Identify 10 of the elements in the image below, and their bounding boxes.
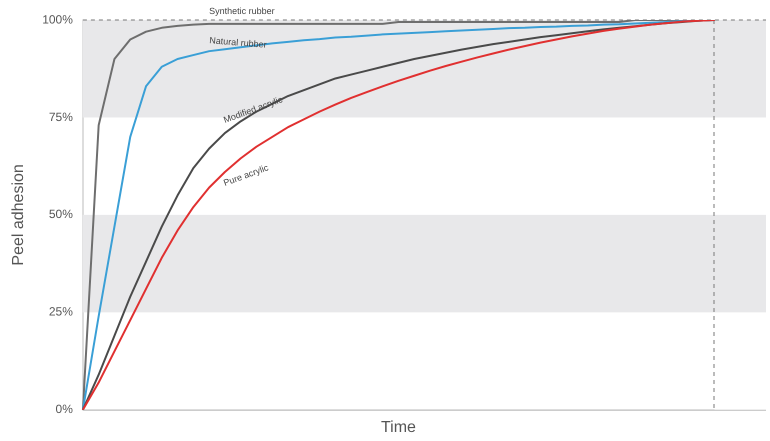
text: Pure acrylic: [222, 162, 270, 188]
y-tick-label: 0%: [56, 402, 74, 416]
y-tick-label: 75%: [48, 110, 74, 124]
y-tick-label: 25%: [48, 304, 74, 319]
y-tick-label: 100%: [42, 12, 74, 26]
series-label: Synthetic rubber: [209, 6, 275, 16]
x-axis-title: Time: [380, 418, 416, 436]
series-label: Natural rubber: [208, 35, 268, 50]
y-axis-title: Peel adhesion: [10, 164, 28, 266]
y-tick-label: 50%: [48, 207, 74, 222]
